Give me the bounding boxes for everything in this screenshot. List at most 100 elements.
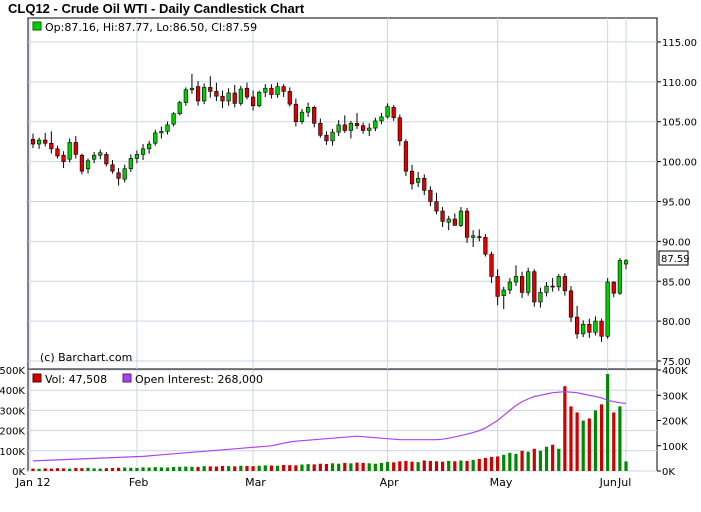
price-tick-label: 105.00 xyxy=(662,118,697,129)
open-interest-tick-label: 400K xyxy=(662,366,688,377)
price-tick-label: 115.00 xyxy=(662,38,697,49)
price-tick-label: 80.00 xyxy=(662,317,691,328)
volume-bar xyxy=(337,463,341,471)
volume-bar xyxy=(618,406,622,471)
candle-body xyxy=(61,154,66,162)
candle-body xyxy=(49,142,54,150)
volume-bar xyxy=(453,461,457,471)
volume-bar xyxy=(581,420,585,471)
volume-bar xyxy=(416,462,420,471)
volume-bar xyxy=(282,464,286,471)
candle-body xyxy=(562,276,567,292)
volume-bar xyxy=(514,453,518,471)
candle-body xyxy=(501,289,506,296)
volume-bar xyxy=(502,454,506,471)
volume-bar xyxy=(165,467,170,471)
volume-bar xyxy=(440,461,445,471)
volume-bar xyxy=(184,466,188,471)
candle-body xyxy=(354,123,360,126)
volume-bar xyxy=(110,467,115,471)
volume-bar xyxy=(563,386,567,471)
volume-bar xyxy=(477,458,481,471)
open-interest-tick-label: 200K xyxy=(662,417,688,428)
volume-bar xyxy=(123,467,127,471)
volume-legend: Vol: 47,508 xyxy=(45,373,107,386)
candle-body xyxy=(538,292,543,303)
candle-body xyxy=(403,141,409,172)
volume-bar xyxy=(587,418,591,471)
volume-bar xyxy=(208,466,212,471)
date-tick-label: Apr xyxy=(380,476,400,489)
candle-body xyxy=(379,116,384,122)
open-interest-tick-label: 100K xyxy=(662,442,688,453)
volume-bar xyxy=(496,456,500,471)
volume-bar xyxy=(86,467,90,471)
volume-tick-label: 0K xyxy=(12,467,25,478)
candle-body xyxy=(220,95,225,102)
open-interest-legend: Open Interest: 268,000 xyxy=(135,373,263,386)
date-tick-label: Feb xyxy=(129,476,148,489)
open-interest-line xyxy=(32,391,627,462)
candle-body xyxy=(513,276,519,283)
date-tick-label: Jan 12 xyxy=(15,476,50,489)
volume-bar xyxy=(422,460,426,471)
candle-body xyxy=(195,86,201,102)
volume-bar xyxy=(269,465,274,471)
volume-bar xyxy=(129,467,133,471)
candle-body xyxy=(367,127,372,131)
volume-bar xyxy=(606,374,610,471)
candle-body xyxy=(428,190,433,202)
volume-bar xyxy=(104,468,108,471)
volume-bar xyxy=(116,467,121,471)
candle-body xyxy=(73,142,78,155)
candle-body xyxy=(202,87,207,102)
candle-body xyxy=(85,160,91,170)
candle-body xyxy=(208,87,213,92)
volume-bar xyxy=(239,465,243,471)
date-axis: Jan 12 Feb Mar Apr May Jun Jul xyxy=(15,476,631,489)
volume-bar xyxy=(190,466,194,471)
volume-bar xyxy=(330,463,335,471)
volume-axis: 0K 100K 200K 300K 400K 500K 0K 100K 200K 300K 400K xyxy=(0,366,688,478)
volume-bar xyxy=(275,465,280,471)
volume-bar xyxy=(489,456,494,471)
candle-body xyxy=(544,285,549,293)
candle-body xyxy=(397,117,402,142)
volume-bar xyxy=(434,461,439,471)
candle-body xyxy=(79,154,85,172)
candle-body xyxy=(232,92,237,104)
volume-bar xyxy=(49,468,53,471)
volume-bar xyxy=(508,452,512,471)
volume-tick-label: 400K xyxy=(0,386,25,397)
volume-bar xyxy=(43,468,47,471)
candle-body xyxy=(293,103,298,123)
candle-body xyxy=(532,271,537,303)
chart-title: CLQ12 - Crude Oil WTI - Daily Candlestic… xyxy=(8,1,305,16)
volume-bar xyxy=(447,460,451,471)
volume-tick-label: 200K xyxy=(0,427,25,438)
candle-body xyxy=(605,281,610,337)
candle-body xyxy=(177,102,182,115)
open-interest-tick-label: 0K xyxy=(662,467,675,478)
candle-body xyxy=(464,210,470,238)
candle-body xyxy=(312,107,317,124)
volume-bar xyxy=(392,462,396,471)
price-tick-label: 100.00 xyxy=(662,158,697,169)
candle-body xyxy=(336,124,341,133)
candle-body xyxy=(55,148,60,157)
volume-bar xyxy=(37,468,41,471)
candle-body xyxy=(43,139,48,144)
candle-body xyxy=(452,218,457,226)
volume-bars xyxy=(31,374,628,471)
volume-bar xyxy=(55,468,60,471)
volume-bar xyxy=(98,468,102,471)
volume-bar xyxy=(214,466,219,471)
volume-bar xyxy=(196,466,200,471)
candle-body xyxy=(226,92,231,102)
candle-body xyxy=(30,138,36,145)
volume-bar xyxy=(92,468,96,471)
candle-body xyxy=(159,130,164,134)
volume-bar xyxy=(135,467,139,471)
candle-body xyxy=(483,237,488,255)
volume-bar xyxy=(202,466,206,471)
